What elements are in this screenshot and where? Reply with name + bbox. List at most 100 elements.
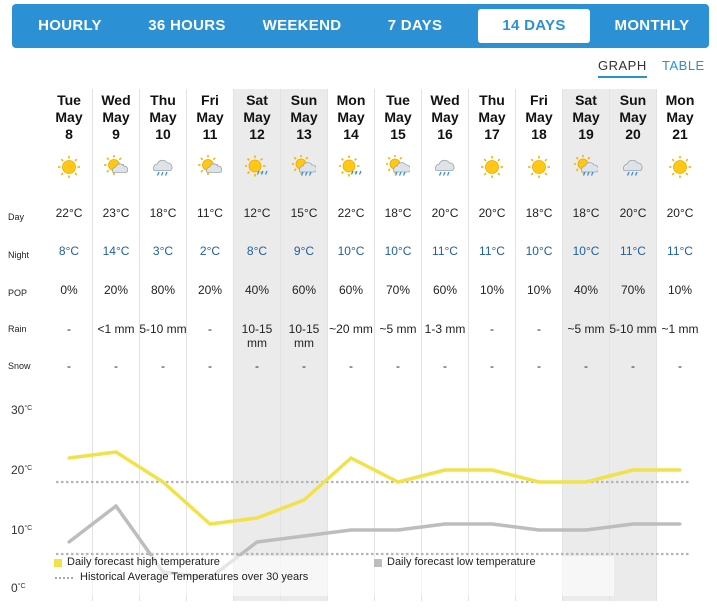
day-header: Mon May 14 xyxy=(328,92,374,143)
day-column: Tue May 8 22°C 8°C 0% - - xyxy=(46,89,92,601)
snow-amount: - xyxy=(349,359,353,373)
table-view-link[interactable]: TABLE xyxy=(662,58,705,73)
day-of-week: Thu xyxy=(479,92,505,108)
column-divider xyxy=(139,89,140,601)
column-divider xyxy=(186,89,187,601)
snow-amount: - xyxy=(490,359,494,373)
day-of-week: Fri xyxy=(201,92,219,108)
day-temperature: 22°C xyxy=(55,206,83,220)
day-month: May xyxy=(572,109,600,125)
day-column: Wed May 16 20°C 11°C 60% 1-3 mm - xyxy=(422,89,468,601)
day-column: Fri May 18 18°C 10°C 10% - - xyxy=(516,89,562,601)
high-temp-point xyxy=(537,480,541,484)
column-divider xyxy=(468,89,469,601)
day-month: May xyxy=(666,109,694,125)
high-temp-point xyxy=(208,522,212,526)
day-date: 13 xyxy=(296,126,312,142)
column-divider xyxy=(609,89,610,601)
rain-amount: ~20 mm xyxy=(329,322,373,336)
snow-amount: - xyxy=(537,359,541,373)
tab-7-days[interactable]: 7 DAYS xyxy=(387,17,443,34)
day-column: Tue May 15 18°C 10°C 70% ~5 mm - xyxy=(375,89,421,601)
day-temperature: 20°C xyxy=(619,206,647,220)
y-axis-tick-label: 10°C xyxy=(11,523,32,537)
precip-probability: 10% xyxy=(667,283,693,297)
snow-amount: - xyxy=(302,359,306,373)
high-temp-point xyxy=(349,456,353,460)
legend-historical-label: Historical Average Temperatures over 30 … xyxy=(80,571,309,583)
day-header: Thu May 10 xyxy=(140,92,186,143)
column-divider xyxy=(656,89,657,601)
day-header: Sat May 19 xyxy=(563,92,609,143)
day-of-week: Fri xyxy=(530,92,548,108)
high-temp-point xyxy=(161,480,165,484)
night-temperature: 11°C xyxy=(432,244,458,258)
day-date: 17 xyxy=(484,126,500,142)
precip-probability: 60% xyxy=(291,283,317,297)
y-axis-tick-label: 0°C xyxy=(11,581,26,595)
precip-probability: 60% xyxy=(338,283,364,297)
column-divider xyxy=(233,89,234,601)
day-column: Mon May 14 22°C 10°C 60% ~20 mm - xyxy=(328,89,374,601)
sun-showers-icon xyxy=(245,155,268,177)
forecast-range-tabs: HOURLY 36 HOURS WEEKEND 7 DAYS 14 DAYS MONTHL… xyxy=(12,4,709,48)
high-temp-point xyxy=(490,468,494,472)
day-date: 14 xyxy=(343,126,359,142)
night-temperature: 3°C xyxy=(152,244,174,258)
day-header: Fri May 11 xyxy=(187,92,233,143)
rain-amount: - xyxy=(67,322,71,336)
day-header: Wed May 9 xyxy=(93,92,139,143)
high-temp-point xyxy=(631,468,635,472)
night-temperature: 8°C xyxy=(58,244,80,258)
day-month: May xyxy=(619,109,647,125)
day-month: May xyxy=(384,109,412,125)
low-temp-point xyxy=(396,528,400,532)
snow-amount: - xyxy=(161,359,165,373)
day-header: Sun May 13 xyxy=(281,92,327,143)
precip-probability: 40% xyxy=(244,283,270,297)
day-of-week: Tue xyxy=(57,92,81,108)
day-header: Mon May 21 xyxy=(657,92,703,143)
tab-hourly[interactable]: HOURLY xyxy=(38,17,102,34)
day-temperature: 15°C xyxy=(290,206,318,220)
precip-probability: 80% xyxy=(150,283,176,297)
high-temp-point xyxy=(443,468,447,472)
day-column: Sat May 19 18°C 10°C 40% ~5 mm - xyxy=(563,89,609,601)
y-axis-tick-label: 20°C xyxy=(11,463,32,477)
rain-amount: 5-10 mm xyxy=(609,322,657,336)
rain-amount: ~1 mm xyxy=(661,322,699,336)
tab-monthly[interactable]: MONTHLY xyxy=(614,17,690,34)
day-date: 12 xyxy=(249,126,265,142)
snow-amount: - xyxy=(584,359,588,373)
night-temperature: 9°C xyxy=(293,244,315,258)
column-divider xyxy=(515,89,516,601)
low-temp-point xyxy=(537,528,541,532)
graph-view-link[interactable]: GRAPH xyxy=(598,58,647,78)
day-of-week: Sun xyxy=(619,92,647,108)
precip-probability: 20% xyxy=(103,283,129,297)
day-temperature: 20°C xyxy=(478,206,506,220)
tab-weekend[interactable]: WEEKEND xyxy=(262,17,342,34)
historical-avg-swatch xyxy=(55,577,74,579)
snow-amount: - xyxy=(678,359,682,373)
tab-36-hours[interactable]: 36 HOURS xyxy=(148,17,226,34)
day-of-week: Thu xyxy=(150,92,176,108)
high-temperature-line xyxy=(68,450,680,526)
day-header: Tue May 8 xyxy=(46,92,92,143)
column-divider xyxy=(92,89,93,601)
day-column: Sun May 20 20°C 11°C 70% 5-10 mm - xyxy=(609,89,657,601)
day-column: Wed May 9 23°C 14°C 20% <1 mm - xyxy=(93,89,139,601)
precip-probability: 10% xyxy=(526,283,552,297)
row-label-snow: Snow xyxy=(8,361,31,371)
day-of-week: Mon xyxy=(336,92,366,108)
sunny-icon xyxy=(481,156,503,178)
day-month: May xyxy=(290,109,318,125)
day-of-week: Sat xyxy=(246,92,268,108)
day-temperature: 20°C xyxy=(666,206,694,220)
day-column: Fri May 11 11°C 2°C 20% - - xyxy=(187,89,233,601)
snow-amount: - xyxy=(255,359,259,373)
tab-14-days[interactable]: 14 DAYS xyxy=(478,9,590,43)
sun-rain-cloud-icon xyxy=(386,155,410,176)
legend-high-label: Daily forecast high temperature xyxy=(67,556,220,568)
